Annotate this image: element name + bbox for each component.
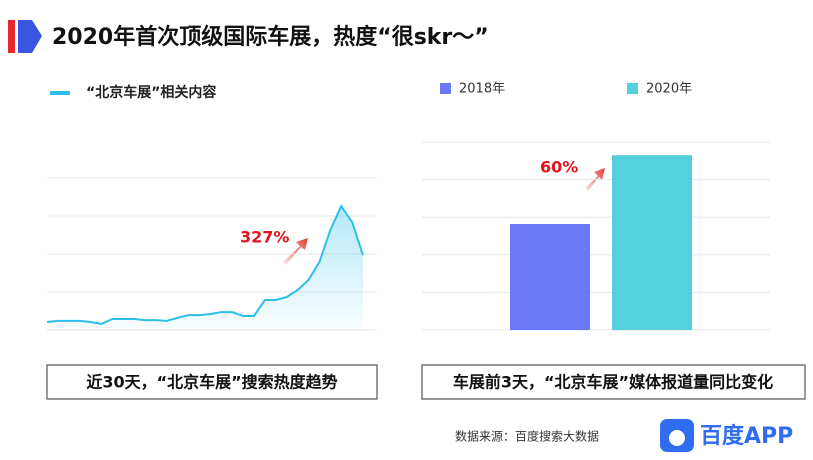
caption-box: [421, 364, 806, 400]
annotation: 60%: [540, 158, 578, 177]
caption-box: [46, 364, 378, 400]
title-arrow: [18, 20, 42, 53]
annotation: 327%: [240, 228, 289, 247]
legend-label: 2018年: [459, 82, 505, 97]
up-arrow: [283, 238, 308, 265]
title-bar-red: [8, 20, 15, 53]
legend-label: “北京车展”相关内容: [86, 84, 216, 101]
legend-label: 2020年: [646, 82, 692, 97]
legend-swatch: [440, 83, 451, 94]
source: 数据来源：百度搜索大数据: [455, 429, 599, 444]
caption: 车展前3天，“北京车展”媒体报道量同比变化: [453, 373, 773, 392]
line: [46, 204, 364, 325]
logo-text: 百度APP: [700, 423, 793, 449]
caption: 近30天，“北京车展”搜索热度趋势: [86, 373, 337, 392]
area: [47, 206, 363, 330]
title: 2020年首次顶级国际车展，热度“很skr～”: [52, 24, 489, 50]
bar: [612, 155, 692, 330]
bar: [510, 223, 590, 330]
logo-paw: [669, 430, 685, 446]
legend-swatch: [627, 83, 638, 94]
